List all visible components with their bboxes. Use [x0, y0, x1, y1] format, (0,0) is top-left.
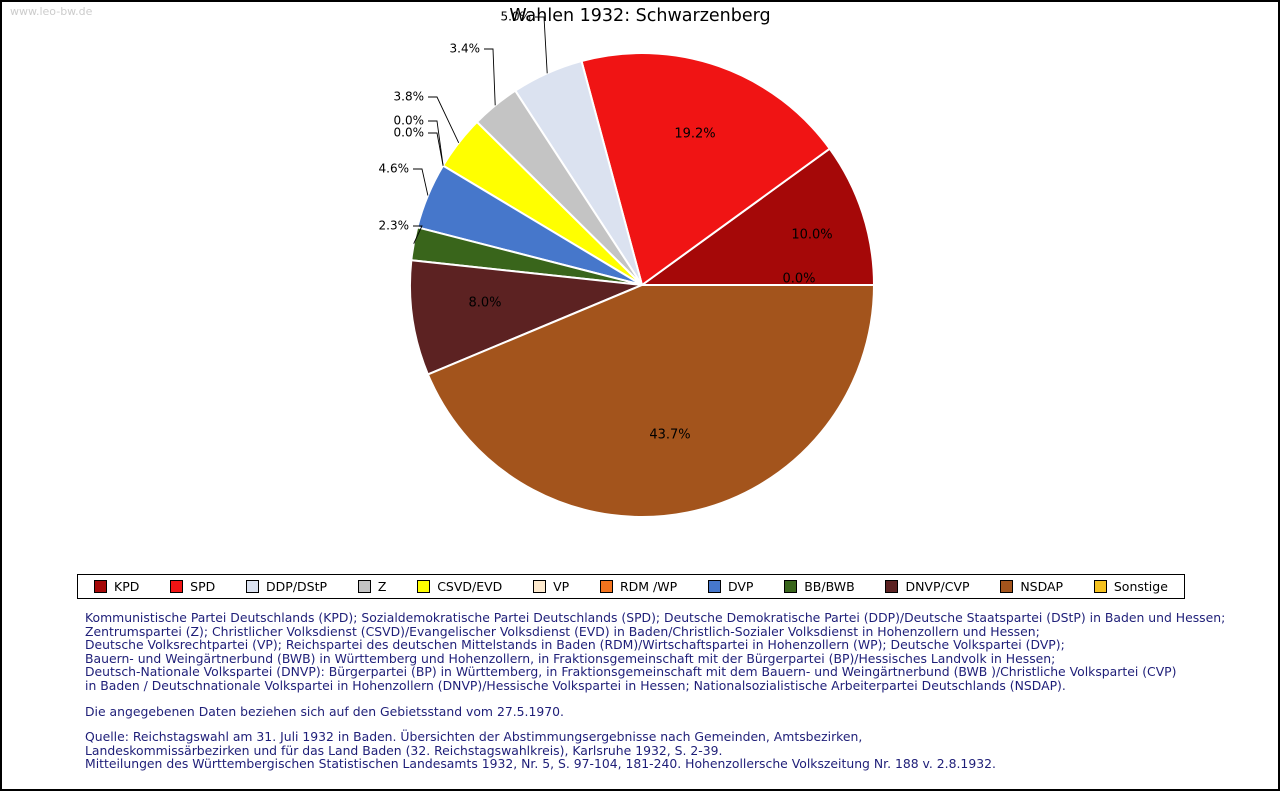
- legend-label-dnvp-cvp: DNVP/CVP: [905, 579, 970, 594]
- pie-slice-kpd: [638, 147, 876, 286]
- legend-swatch-csvd-evd: [417, 580, 431, 593]
- chart-title: Wahlen 1932: Schwarzenberg: [509, 6, 771, 26]
- label-leader-line-bb-bwb: [413, 225, 423, 244]
- pie-label-dvp: 4.6%: [379, 162, 410, 176]
- legend-label-csvd-evd: CSVD/EVD: [437, 579, 503, 594]
- party-abbreviations: Kommunistische Partei Deutschlands (KPD)…: [85, 611, 1238, 693]
- legend-item-z: Z: [357, 579, 387, 594]
- legend-item-sonstige: Sonstige: [1093, 579, 1168, 594]
- text-line: Zentrumspartei (Z); Christlicher Volksdi…: [85, 623, 1040, 639]
- territory-note: Die angegebenen Daten beziehen sich auf …: [85, 703, 564, 719]
- legend-swatch-rdm-wp: [599, 580, 613, 593]
- legend-label-kpd: KPD: [114, 579, 140, 594]
- legend-label-z: Z: [377, 579, 387, 594]
- pie-label-nsdap: 43.7%: [649, 428, 690, 443]
- legend-swatch-bb-bwb: [784, 580, 798, 593]
- legend-swatch-dnvp-cvp: [885, 580, 899, 593]
- legend-swatch-dvp: [707, 580, 721, 593]
- legend-swatch-kpd: [94, 580, 107, 593]
- legend-swatch-nsdap: [1000, 580, 1014, 593]
- legend-swatch-vp: [533, 580, 547, 593]
- pie-label-ddp-dstp: 5.0%: [501, 10, 532, 24]
- legend-item-bb-bwb: BB/BWB: [784, 579, 855, 594]
- text-line: Deutsche Volksrechtpartei (VP); Reichspa…: [85, 637, 1065, 653]
- pie-label-csvd-evd: 3.8%: [394, 90, 425, 104]
- legend: KPD SPD DDP/DStP Z CSVD/EVD VP RDM /WP DVP BB/BW…: [77, 574, 1185, 599]
- pie-label-sonstige: 0.0%: [782, 272, 815, 287]
- text-line: Quelle: Reichstagswahl am 31. Juli 1932 …: [85, 729, 863, 745]
- text-line: Kommunistische Partei Deutschlands (KPD)…: [85, 610, 1226, 625]
- notes: Kommunistische Partei Deutschlands (KPD)…: [85, 611, 1238, 783]
- pie-label-z: 3.4%: [450, 42, 481, 56]
- text-line: in Baden / Deutschnationale Volkspartei …: [85, 677, 1066, 693]
- legend-label-nsdap: NSDAP: [1020, 579, 1064, 594]
- pie-slice-spd: [580, 51, 832, 287]
- legend-label-sonstige: Sonstige: [1113, 579, 1168, 594]
- pie-slice-dnvp-cvp: [409, 259, 643, 376]
- legend-label-vp: VP: [553, 579, 570, 594]
- legend-item-ddp-dstp: DDP/DStP: [246, 579, 327, 594]
- source-note: Quelle: Reichstagswahl am 31. Juli 1932 …: [85, 730, 1238, 771]
- label-leader-line-ddp-dstp: [535, 16, 548, 74]
- pie-slices: [409, 51, 876, 518]
- pie-chart: 10.0%19.2%5.0%3.4%3.8%0.0%0.0%4.6%2.3%8.…: [379, 10, 876, 518]
- legend-item-dnvp-cvp: DNVP/CVP: [885, 579, 970, 594]
- legend-item-vp: VP: [533, 579, 569, 594]
- legend-label-spd: SPD: [190, 579, 216, 594]
- text-line: Landeskommissärbezirken und für das Land…: [85, 742, 723, 758]
- legend-label-dvp: DVP: [727, 579, 754, 594]
- legend-item-rdm-wp: RDM /WP: [599, 579, 678, 594]
- legend-swatch-sonstige: [1093, 580, 1107, 593]
- text-line: Mitteilungen des Württembergischen Stati…: [85, 756, 996, 772]
- label-leader-line-csvd-evd: [428, 96, 460, 143]
- legend-swatch-ddp-dstp: [246, 580, 260, 593]
- label-leader-line-dvp: [413, 168, 429, 196]
- label-leader-line-z: [484, 48, 496, 106]
- watermark: www.leo-bw.de: [10, 5, 93, 18]
- text-line: Deutsch-Nationale Volkspartei (DNVP): Bü…: [85, 664, 1177, 680]
- pie-slice-nsdap: [426, 284, 876, 518]
- pie-label-vp: 0.0%: [394, 114, 425, 128]
- legend-item-nsdap: NSDAP: [1000, 579, 1063, 594]
- legend-swatch-spd: [170, 580, 184, 593]
- pie-label-spd: 19.2%: [674, 127, 715, 142]
- legend-label-rdm-wp: RDM /WP: [619, 579, 678, 594]
- legend-label-ddp-dstp: DDP/DStP: [266, 579, 328, 594]
- pie-label-rdm-wp: 0.0%: [394, 126, 425, 140]
- legend-label-bb-bwb: BB/BWB: [804, 579, 855, 594]
- legend-item-kpd: KPD: [94, 579, 139, 594]
- legend-item-csvd-evd: CSVD/EVD: [417, 579, 502, 594]
- label-leader-line-vp: [428, 120, 444, 166]
- legend-item-dvp: DVP: [707, 579, 754, 594]
- pie-label-bb-bwb: 2.3%: [379, 219, 410, 233]
- label-leader-line-rdm-wp: [428, 132, 444, 166]
- legend-swatch-z: [357, 580, 371, 593]
- pie-label-kpd: 10.0%: [791, 228, 832, 243]
- text-line: Bauern- und Weingärtnerbund (BWB) in Wür…: [85, 650, 1056, 666]
- pie-label-dnvp-cvp: 8.0%: [468, 296, 501, 311]
- pie-labels: 10.0%19.2%5.0%3.4%3.8%0.0%0.0%4.6%2.3%8.…: [379, 10, 833, 443]
- legend-item-spd: SPD: [170, 579, 215, 594]
